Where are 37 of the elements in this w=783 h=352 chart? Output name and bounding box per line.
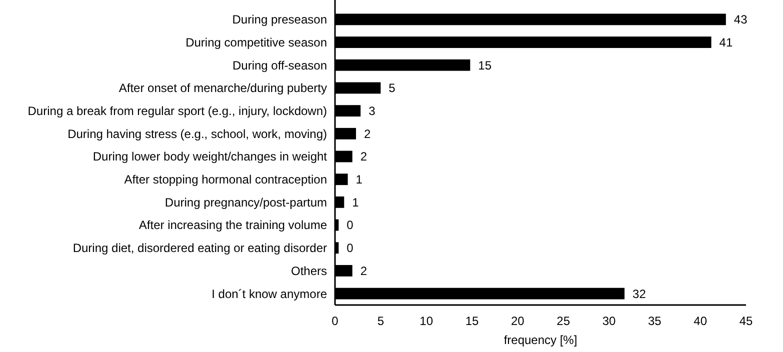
x-tick-label: 35 <box>648 314 662 328</box>
x-tick-label: 20 <box>510 314 525 328</box>
y-tick-label: During diet, disordered eating or eating disorder <box>72 241 327 256</box>
data-label: 0 <box>346 241 354 256</box>
y-tick-label: Others <box>290 264 327 278</box>
x-tick-label: 15 <box>465 314 479 328</box>
x-axis-title: frequency [%] <box>504 333 578 347</box>
y-tick-label: During off-season <box>232 58 327 72</box>
y-tick-label: During competitive season <box>186 35 327 50</box>
y-tick-label: After onset of menarche/during puberty <box>118 81 327 96</box>
y-tick-label: During lower body weight/changes in weight <box>92 150 328 164</box>
data-label: 5 <box>388 81 396 96</box>
data-label: 43 <box>734 12 748 27</box>
data-label: 3 <box>368 104 376 118</box>
x-tick-label: 0 <box>332 314 339 328</box>
data-label: 2 <box>360 264 368 278</box>
y-tick-label: During having stress (e.g., school, work, moving) <box>68 126 327 141</box>
x-tick-label: 40 <box>694 314 708 328</box>
x-tick-label: 30 <box>602 314 616 328</box>
data-label: 2 <box>360 150 368 164</box>
x-tick-label: 25 <box>556 314 570 328</box>
data-label: 2 <box>364 126 372 141</box>
x-tick-label: 5 <box>377 314 384 328</box>
data-label: 1 <box>352 195 360 210</box>
y-tick-label: During a break from regular sport (e.g., injury, lockdown) <box>28 104 327 118</box>
x-tick-label: 10 <box>420 314 434 328</box>
x-tick-label: 45 <box>739 314 753 328</box>
y-tick-label: After stopping hormonal contraception <box>124 172 327 187</box>
data-label: 32 <box>632 286 646 301</box>
y-tick-label: During pregnancy/post-partum <box>164 195 327 210</box>
y-tick-label: After increasing the training volume <box>138 218 328 232</box>
y-tick-label: During preseason <box>232 12 327 27</box>
y-tick-label: I don´t know anymore <box>212 286 328 301</box>
data-label: 15 <box>478 58 492 72</box>
data-label: 41 <box>719 35 733 50</box>
data-label: 1 <box>356 172 363 187</box>
data-label: 0 <box>346 218 354 232</box>
